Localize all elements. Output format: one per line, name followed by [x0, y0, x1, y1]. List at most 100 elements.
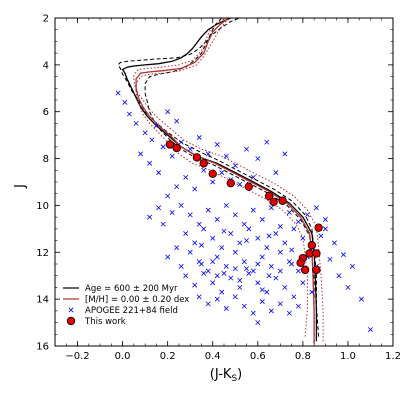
- field-star-point: [266, 233, 272, 239]
- field-star-point: [115, 90, 121, 96]
- field-star-point: [291, 226, 297, 232]
- field-star-point: [300, 235, 306, 241]
- field-star-point: [156, 170, 162, 176]
- field-star-point: [153, 123, 159, 129]
- field-star-point: [201, 270, 207, 276]
- field-star-point: [286, 310, 292, 316]
- field-star-point: [289, 247, 295, 253]
- cluster-star-point: [208, 169, 217, 178]
- field-star-point: [322, 217, 328, 222]
- field-star-point: [336, 273, 342, 279]
- y-axis-label: J: [13, 184, 28, 189]
- field-star-point: [266, 273, 272, 279]
- cluster-star-point: [244, 182, 253, 191]
- field-star-point: [210, 259, 216, 265]
- x-tick-label: −0.2: [65, 351, 89, 362]
- field-star-point: [300, 280, 306, 286]
- field-star-point: [214, 273, 220, 279]
- field-star-point: [187, 249, 193, 255]
- cluster-star-point: [264, 191, 274, 201]
- field-star-point: [241, 221, 247, 227]
- field-star-point: [165, 109, 171, 115]
- field-star-point: [205, 301, 211, 307]
- field-star-point: [244, 238, 250, 244]
- y-tick-label: 14: [36, 295, 49, 306]
- field-star-point: [331, 240, 337, 246]
- field-star-point: [178, 139, 184, 145]
- field-star-point: [304, 212, 310, 218]
- cluster-star-point: [296, 258, 305, 268]
- field-star-point: [156, 205, 162, 211]
- field-star-point: [273, 231, 279, 237]
- field-star-point: [268, 263, 274, 269]
- isochrone-red-curve-solid: [135, 18, 315, 342]
- field-star-point: [192, 186, 198, 192]
- field-star-point: [192, 240, 198, 246]
- field-star-point: [210, 179, 216, 185]
- field-star-point: [259, 254, 265, 260]
- field-star-point: [210, 280, 216, 286]
- field-star-point: [289, 261, 295, 267]
- field-star-point: [255, 156, 261, 162]
- field-star-point: [219, 245, 225, 251]
- field-star-point: [277, 224, 283, 229]
- field-star-point: [255, 261, 261, 267]
- field-star-point: [237, 181, 243, 187]
- field-star-point: [174, 118, 180, 124]
- field-star-point: [246, 226, 252, 232]
- field-star-point: [221, 270, 227, 276]
- legend-label: This work: [84, 317, 126, 327]
- cluster-star-point: [300, 265, 310, 275]
- cluster-star-point: [269, 197, 278, 207]
- field-star-point: [268, 205, 274, 211]
- field-star-point: [259, 299, 265, 304]
- field-star-point: [232, 249, 238, 255]
- field-star-point: [214, 142, 220, 147]
- field-star-point: [201, 226, 207, 232]
- field-star-point: [295, 303, 301, 309]
- legend-circle-swatch: [66, 316, 76, 326]
- field-star-point: [237, 240, 243, 246]
- field-star-point: [187, 146, 193, 152]
- cluster-star-point: [312, 249, 321, 258]
- legend-label: APOGEE 221+84 field: [85, 306, 178, 316]
- x-axis-label-subscript: S: [231, 374, 237, 384]
- field-star-point: [232, 212, 238, 218]
- field-star-point: [149, 137, 155, 143]
- field-star-point: [178, 263, 184, 269]
- field-star-point: [133, 120, 139, 126]
- cluster-star-point: [165, 140, 175, 149]
- field-star-point: [214, 296, 220, 302]
- field-star-point: [250, 310, 256, 316]
- field-star-point: [196, 135, 202, 140]
- field-star-point: [183, 273, 189, 279]
- isochrone-red-curve-dotted: [135, 18, 308, 337]
- field-star-point: [160, 144, 166, 150]
- field-star-point: [255, 280, 261, 286]
- field-star-point: [214, 217, 220, 222]
- legend-cross-swatch: [68, 307, 74, 313]
- field-star-point: [165, 254, 171, 260]
- field-star-point: [295, 219, 301, 225]
- y-tick-label: 4: [43, 60, 49, 71]
- x-tick-label: 0.8: [295, 351, 311, 362]
- field-star-point: [178, 202, 184, 208]
- cluster-star-point: [192, 153, 202, 162]
- field-star-point: [228, 275, 234, 281]
- field-star-point: [250, 268, 256, 274]
- cluster-star-point: [307, 241, 317, 250]
- y-tick-label: 16: [36, 342, 49, 353]
- field-star-point: [223, 263, 229, 269]
- axis-ticks: −0.2 0.0 0.2 0.4 0.6 0.8 1.0 1.2 2 4 6 8 10 12 14 16: [36, 14, 401, 363]
- field-star-point: [250, 207, 256, 213]
- field-star-point: [244, 266, 250, 272]
- field-star-point: [318, 233, 324, 239]
- field-star-point: [255, 320, 261, 326]
- field-star-point: [122, 99, 128, 105]
- field-star-point: [349, 263, 355, 269]
- field-star-point: [273, 170, 279, 176]
- legend: Age = 600 ± 200 Myr[M/H] = 0.00 ± 0.20 d…: [63, 284, 189, 327]
- isochrone-black-curve-dashed: [144, 18, 315, 344]
- field-star-point: [160, 221, 166, 227]
- field-star-point: [322, 226, 328, 232]
